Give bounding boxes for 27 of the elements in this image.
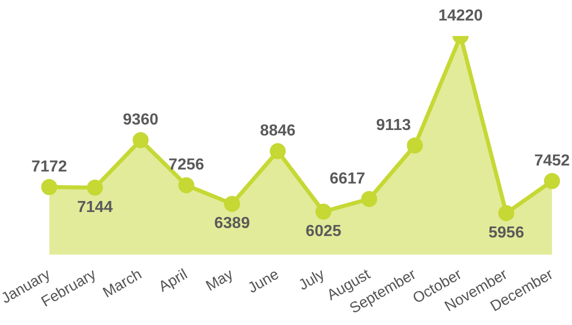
- point: [86, 180, 103, 196]
- x-tick-label: July: [296, 266, 328, 294]
- point: [132, 132, 149, 148]
- data-label: 7452: [534, 152, 570, 170]
- data-label: 5956: [488, 224, 524, 242]
- point: [406, 137, 423, 154]
- point: [498, 205, 514, 222]
- point: [361, 190, 378, 207]
- point: [224, 196, 240, 212]
- data-label: 7144: [77, 199, 113, 216]
- point: [41, 179, 58, 196]
- x-tick-label: April: [156, 266, 190, 296]
- data-label: 6617: [330, 170, 366, 188]
- point: [315, 204, 332, 220]
- data-label: 6025: [306, 223, 342, 240]
- x-tick-label: May: [203, 266, 237, 295]
- data-label: 8846: [260, 122, 296, 140]
- data-label: 9360: [122, 112, 159, 129]
- data-label: 7256: [168, 156, 204, 174]
- data-label: 9113: [376, 116, 411, 134]
- x-tick-label: June: [245, 266, 282, 297]
- point: [270, 143, 286, 160]
- point: [544, 173, 560, 190]
- data-label: 7172: [31, 158, 68, 176]
- data-label: 14220: [438, 7, 483, 24]
- data-label: 6389: [214, 215, 250, 232]
- point: [178, 177, 194, 194]
